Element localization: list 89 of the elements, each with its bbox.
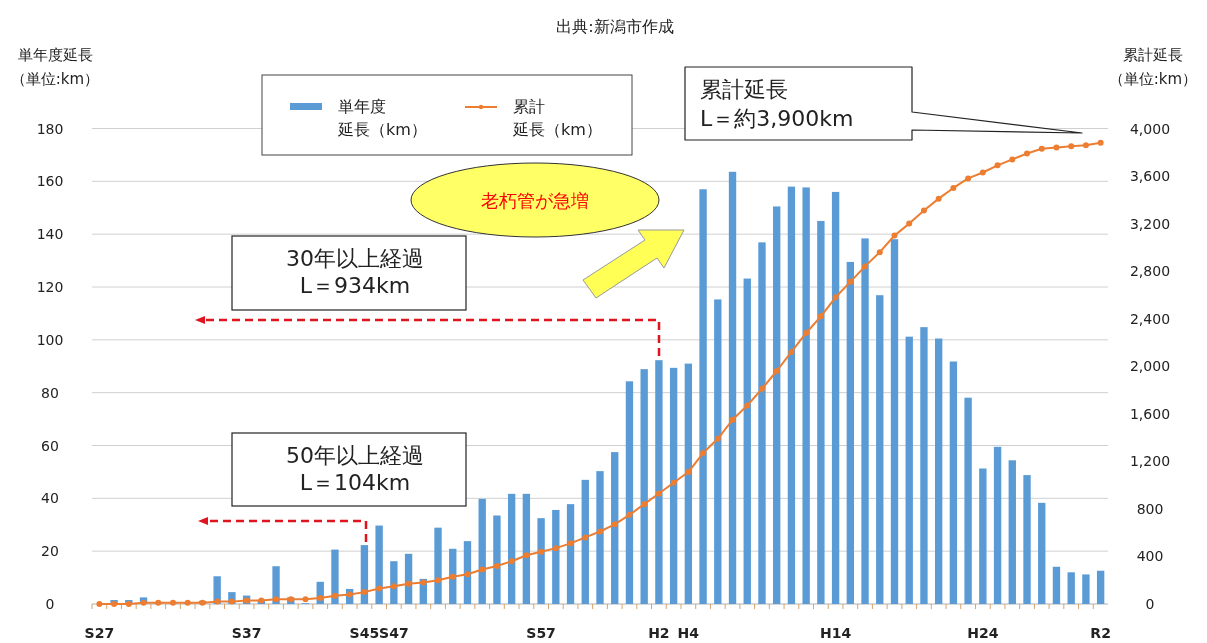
y2-tick-label: 4,000 — [1129, 120, 1171, 137]
bar — [802, 187, 810, 604]
bar — [773, 206, 781, 604]
bar — [537, 518, 545, 604]
bar — [596, 471, 604, 604]
bar — [478, 498, 486, 604]
bar — [1082, 574, 1090, 604]
bar — [831, 191, 840, 604]
bar — [787, 186, 796, 604]
legend-label: 累計延長（km） — [512, 97, 602, 139]
y-tick-label: 140 — [36, 226, 64, 243]
x-tick-label: S27 — [84, 625, 115, 641]
y-tick-label: 120 — [36, 279, 64, 295]
bar — [655, 360, 663, 604]
bar — [1038, 502, 1046, 604]
y-tick-label: 80 — [41, 384, 59, 401]
y2-tick-label: 3,600 — [1129, 168, 1171, 185]
y-axis-title: 単年度延長（単位:km） — [10, 46, 100, 88]
bar — [493, 515, 501, 604]
bar — [522, 493, 531, 604]
bar — [684, 363, 693, 604]
y2-tick-label: 2,400 — [1129, 310, 1171, 327]
bar — [846, 261, 854, 604]
bar — [920, 327, 928, 604]
bar — [507, 493, 516, 604]
x-tick-label: S37 — [231, 625, 262, 641]
y-tick-label: 100 — [36, 331, 64, 348]
bar — [699, 189, 707, 604]
bar — [1096, 570, 1105, 604]
bar — [979, 468, 987, 604]
y-tick-label: 20 — [41, 543, 59, 560]
x-tick-label: S45 — [349, 625, 380, 641]
bar — [581, 479, 589, 604]
bar — [331, 549, 339, 604]
bar — [1052, 566, 1061, 604]
bar — [566, 504, 575, 604]
bar — [1023, 475, 1031, 604]
bar — [434, 527, 442, 604]
bar — [360, 545, 369, 604]
x-tick-label: H24 — [967, 625, 999, 641]
y2-tick-label: 1,200 — [1129, 453, 1171, 470]
bar — [861, 238, 869, 604]
bar — [625, 381, 634, 604]
bar — [743, 278, 751, 604]
y-tick-label: 180 — [36, 120, 64, 137]
y2-axis-title: 累計延長（単位:km） — [1108, 46, 1198, 88]
bar — [714, 299, 722, 604]
bar — [449, 548, 457, 604]
legend-label: 単年度延長（km） — [337, 97, 427, 139]
bar — [552, 509, 560, 604]
annotation: 老朽管が急増 — [481, 190, 589, 211]
bar — [934, 338, 943, 604]
x-tick-label: H4 — [677, 625, 700, 641]
y-tick-label: 0 — [45, 596, 55, 612]
x-tick-label: R2 — [1090, 625, 1111, 641]
bar — [905, 336, 913, 604]
x-tick-label: H2 — [648, 625, 670, 641]
bar — [1008, 460, 1016, 604]
bar — [876, 295, 884, 604]
bar — [404, 553, 413, 604]
x-tick-label: H14 — [819, 625, 852, 641]
bar — [728, 171, 737, 604]
bar — [669, 367, 678, 604]
bar — [993, 446, 1002, 604]
bar — [375, 525, 383, 604]
y2-tick-label: 2,800 — [1129, 263, 1171, 280]
y2-tick-label: 400 — [1136, 548, 1164, 565]
y2-tick-label: 1,600 — [1129, 405, 1171, 422]
bar — [463, 541, 472, 604]
y-tick-label: 40 — [41, 490, 59, 507]
bar — [817, 220, 825, 604]
x-tick-label: S57 — [526, 625, 556, 641]
y-tick-label: 60 — [41, 437, 59, 454]
bar — [1067, 572, 1075, 604]
y2-tick-label: 0 — [1145, 596, 1155, 612]
y-tick-label: 160 — [36, 173, 64, 190]
y2-tick-label: 2,000 — [1129, 358, 1171, 375]
bar — [949, 361, 958, 604]
annotation: 累計延長 L＝約3,900km — [700, 77, 854, 131]
bar — [964, 397, 972, 604]
bar — [611, 452, 619, 604]
annotation: 30年以上経過 L＝934km — [286, 246, 424, 298]
x-tick-label: S47 — [379, 625, 409, 641]
y2-tick-label: 800 — [1136, 500, 1164, 517]
source-note: 出典:新潟市作成 — [556, 17, 674, 36]
y2-tick-label: 3,200 — [1129, 215, 1171, 232]
bar — [640, 369, 648, 604]
annotation: 50年以上経過 L＝104km — [286, 443, 424, 495]
bar — [758, 242, 766, 604]
